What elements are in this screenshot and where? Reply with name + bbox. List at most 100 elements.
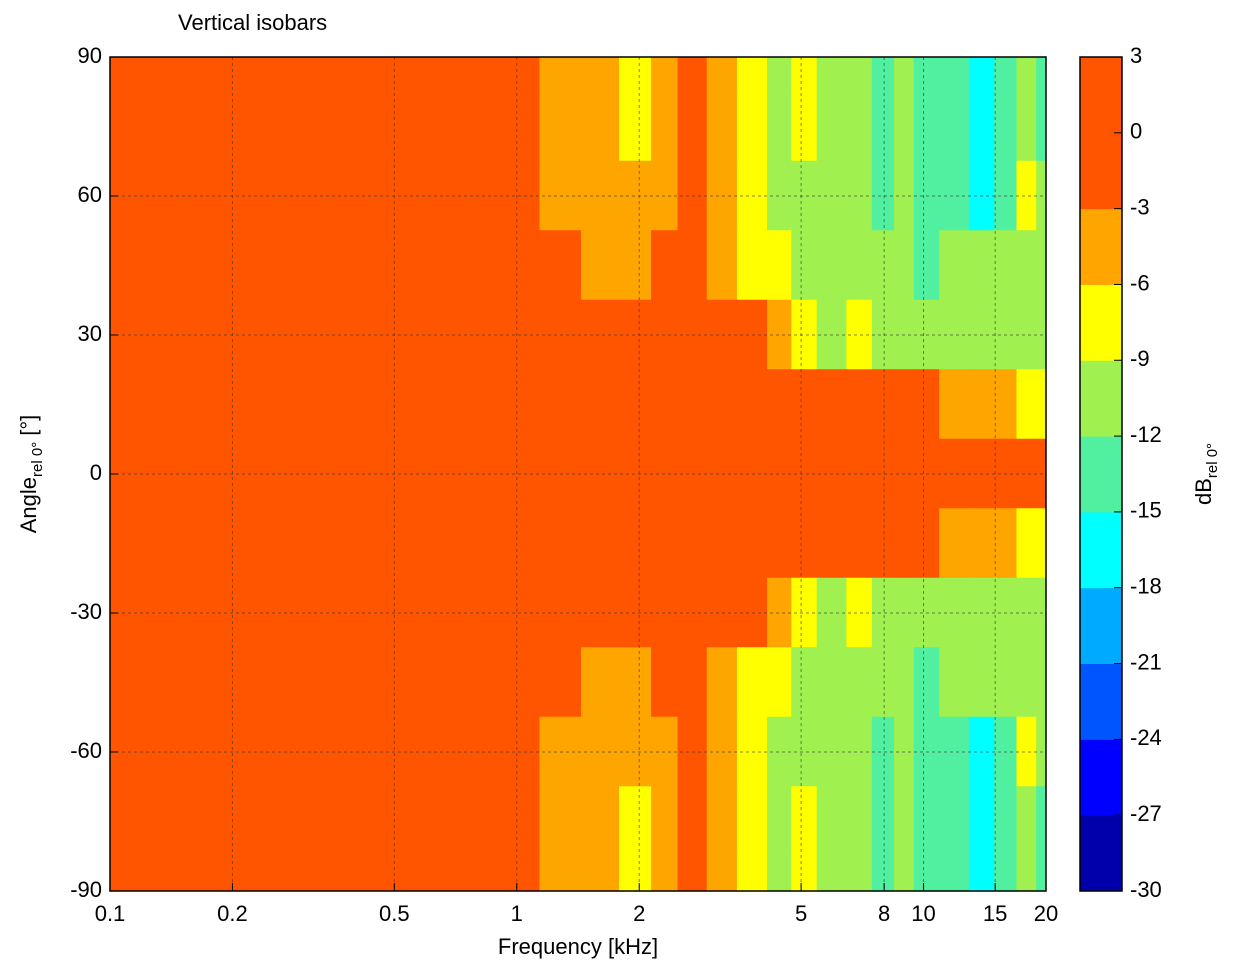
y-tick-label: 0 (90, 460, 102, 485)
contour-cell (1016, 716, 1038, 788)
contour-cell (619, 299, 653, 371)
contour-cell (619, 369, 653, 440)
colorbar-band (1080, 739, 1122, 816)
contour-cell (539, 786, 582, 857)
colorbar-band (1080, 360, 1122, 437)
y-tick-label: -30 (70, 599, 102, 624)
contour-cell (580, 716, 621, 788)
colorbar-frame (1079, 56, 1123, 892)
contour-cell (580, 786, 621, 857)
chart-title: Vertical isobars (178, 10, 327, 35)
contour-cell (677, 786, 708, 857)
contour-cell (1016, 855, 1038, 892)
contour-cell (651, 91, 679, 162)
contour-cell (736, 230, 769, 301)
contour-cell (651, 508, 679, 579)
contour-cell (846, 369, 873, 440)
contour-cell (871, 508, 896, 579)
contour-cell (706, 786, 738, 857)
contour-cell (619, 647, 653, 718)
contour-cell (939, 160, 970, 232)
contour-cell (677, 56, 708, 93)
colorbar-band (1080, 815, 1122, 892)
contour-cell (816, 508, 848, 579)
contour-cell (791, 230, 818, 301)
contour-cell (871, 438, 896, 510)
contour-cell (455, 716, 541, 788)
contour-cell (1036, 91, 1047, 162)
x-tick-label: 2 (633, 901, 645, 926)
contour-cell (677, 91, 708, 162)
contour-cell (580, 299, 621, 371)
contour-cell (677, 230, 708, 301)
contour-cell (913, 230, 941, 301)
contour-cell (312, 716, 457, 788)
colorbar-band (1080, 511, 1122, 589)
colorbar-label: dBrel 0° (1191, 443, 1221, 505)
contour-cell (619, 56, 653, 93)
colorbar-tick-label: -30 (1130, 877, 1162, 902)
colorbar-band (1080, 436, 1122, 513)
contour-cell (939, 299, 970, 371)
contour-cell (619, 91, 653, 162)
contour-cell (1036, 56, 1047, 93)
contour-cell (767, 647, 793, 718)
contour-cell (312, 647, 457, 718)
x-tick-label: 20 (1034, 901, 1058, 926)
contour-cell (939, 647, 970, 718)
colorbar-tick-label: -21 (1130, 649, 1162, 674)
contour-cell (619, 160, 653, 232)
colorbar-band (1080, 57, 1122, 134)
contour-cell (913, 855, 941, 892)
contour-cell (736, 91, 769, 162)
contour-cell (651, 855, 679, 892)
contour-cell (619, 508, 653, 579)
contour-cell (109, 508, 172, 579)
contour-cell (846, 230, 873, 301)
contour-cell (846, 855, 873, 892)
contour-cell (170, 647, 314, 718)
contour-cell (939, 230, 970, 301)
colorbar-tick-label: -9 (1130, 346, 1150, 371)
contour-cell (968, 230, 996, 301)
contour-cell (894, 91, 915, 162)
x-tick-label: 0.2 (217, 901, 248, 926)
contour-cell (706, 855, 738, 892)
y-tick-label: -60 (70, 738, 102, 763)
contour-cell (1016, 786, 1038, 857)
colorbar-tick-label: -24 (1130, 725, 1162, 750)
contour-cell (939, 716, 970, 788)
contour-cell (580, 855, 621, 892)
colorbar (1080, 57, 1122, 892)
contour-cell (767, 91, 793, 162)
contour-cell (580, 577, 621, 649)
contour-cell (312, 91, 457, 162)
contour-cell (791, 786, 818, 857)
contour-cell (170, 369, 314, 440)
contour-cell (994, 786, 1018, 857)
contour-cell (539, 91, 582, 162)
contour-cell (312, 577, 457, 649)
contour-cell (1016, 299, 1038, 371)
contour-cell (939, 855, 970, 892)
contour-cell (651, 369, 679, 440)
contour-cell (871, 160, 896, 232)
contour-cell (968, 647, 996, 718)
contour-cell (994, 369, 1018, 440)
contour-cell (455, 369, 541, 440)
contour-cell (968, 369, 996, 440)
contour-cell (913, 369, 941, 440)
contour-cell (109, 855, 172, 892)
contour-cell (539, 56, 582, 93)
contour-cell (968, 56, 996, 93)
contour-cell (736, 855, 769, 892)
contour-cell (651, 786, 679, 857)
contour-cell (312, 56, 457, 93)
contour-cell (767, 508, 793, 579)
contour-cell (894, 369, 915, 440)
contour-cell (619, 786, 653, 857)
contour-cell (312, 855, 457, 892)
x-axis-label: Frequency [kHz] (498, 934, 658, 959)
contour-cell (939, 56, 970, 93)
